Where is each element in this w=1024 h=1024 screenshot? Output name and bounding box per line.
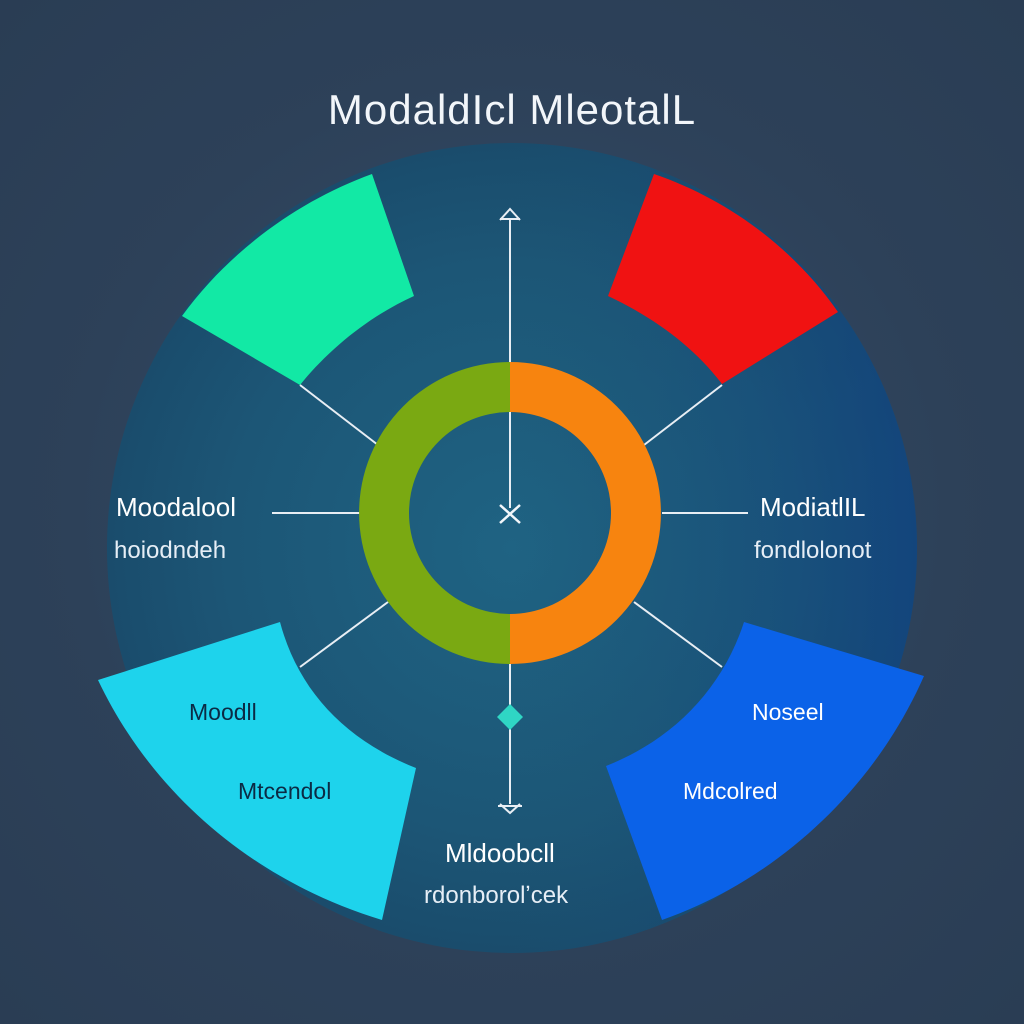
segment-bottom-right-label-bottom: Mdcolred bbox=[683, 778, 778, 804]
segment-top-left bbox=[182, 174, 414, 385]
connector-line-top-left bbox=[299, 384, 379, 446]
connector-line-bottom-left bbox=[299, 601, 389, 668]
connector-line-bottom-right bbox=[633, 601, 723, 668]
label-right-main: ModiatlIL bbox=[760, 492, 866, 522]
segment-bottom-right-label-top: Noseel bbox=[752, 699, 824, 725]
arrow-up-icon bbox=[499, 207, 521, 221]
ring-left-half bbox=[359, 362, 510, 664]
segment-bottom-left-label-bottom: Mtcendol bbox=[238, 778, 332, 804]
segment-top-right bbox=[608, 174, 838, 384]
segment-bottom-right bbox=[606, 622, 924, 920]
segment-bottom-left bbox=[98, 622, 416, 920]
connector-line-top-right bbox=[643, 384, 723, 446]
close-x-icon bbox=[499, 504, 521, 524]
label-right-sub: fondlolonot bbox=[754, 537, 872, 564]
diagram-title: ModaldIcl MleotalL bbox=[327, 86, 697, 133]
segment-bottom-left-label-top: Moodll bbox=[189, 699, 257, 725]
label-bottom-main: Mldoobcll bbox=[445, 838, 555, 868]
diamond-marker-icon bbox=[497, 704, 523, 730]
label-left-sub: hoiodndeh bbox=[114, 537, 227, 564]
ring-right-half bbox=[510, 362, 661, 664]
label-left-main: Moodalool bbox=[116, 492, 236, 522]
label-bottom-sub: rdonborolʼcek bbox=[424, 882, 569, 909]
